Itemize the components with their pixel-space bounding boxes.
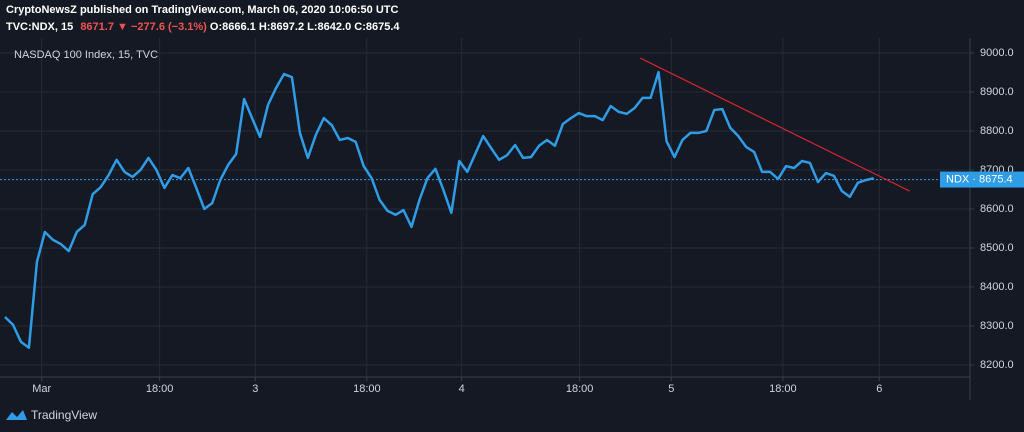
- y-tick-label: 8200.0: [980, 359, 1014, 371]
- publisher-line: CryptoNewsZ published on TradingView.com…: [6, 4, 399, 16]
- y-tick-label: 8600.0: [980, 203, 1014, 215]
- x-tick-label: 18:00: [769, 383, 797, 395]
- y-tick-label: 8900.0: [980, 86, 1014, 98]
- y-tick-label: 8500.0: [980, 242, 1014, 254]
- price-tag-bg: [940, 171, 1024, 188]
- grid: [0, 38, 970, 377]
- price-line: [4, 70, 875, 350]
- legend-low: L:8642.0: [307, 21, 351, 33]
- legend-open: O:8666.1: [210, 21, 256, 33]
- x-tick-label: 18:00: [566, 383, 594, 395]
- chart-title: NASDAQ 100 Index, 15, TVC: [14, 49, 158, 61]
- price-tag: NDX · 8675.4: [946, 173, 1013, 185]
- legend-change: −277.6 (−3.1%): [131, 21, 207, 33]
- legend-symbol: TVC:NDX, 15: [6, 21, 73, 33]
- logo: TradingView: [6, 408, 97, 422]
- legend: TVC:NDX, 15 8671.7 ▼ −277.6 (−3.1%) O:86…: [6, 21, 400, 33]
- x-tick-label: 6: [876, 383, 882, 395]
- x-tick-label: 3: [252, 383, 258, 395]
- x-tick-label: 5: [668, 383, 674, 395]
- trend-line: [639, 57, 910, 192]
- logo-icon: [6, 410, 27, 420]
- x-tick-label: 18:00: [353, 383, 381, 395]
- footer-brand: TradingView: [31, 408, 97, 422]
- y-tick-label: 8300.0: [980, 320, 1014, 332]
- legend-high: H:8697.2: [259, 21, 304, 33]
- y-tick-label: 9000.0: [980, 47, 1014, 59]
- legend-arrow: ▼: [117, 21, 128, 33]
- x-tick-label: 18:00: [146, 383, 174, 395]
- legend-last: 8671.7: [80, 21, 114, 33]
- legend-close: C:8675.4: [354, 21, 400, 33]
- y-tick-label: 8800.0: [980, 125, 1014, 137]
- x-tick-label: 4: [459, 383, 465, 395]
- y-tick-label: 8400.0: [980, 281, 1014, 293]
- x-tick-label: Mar: [32, 383, 51, 395]
